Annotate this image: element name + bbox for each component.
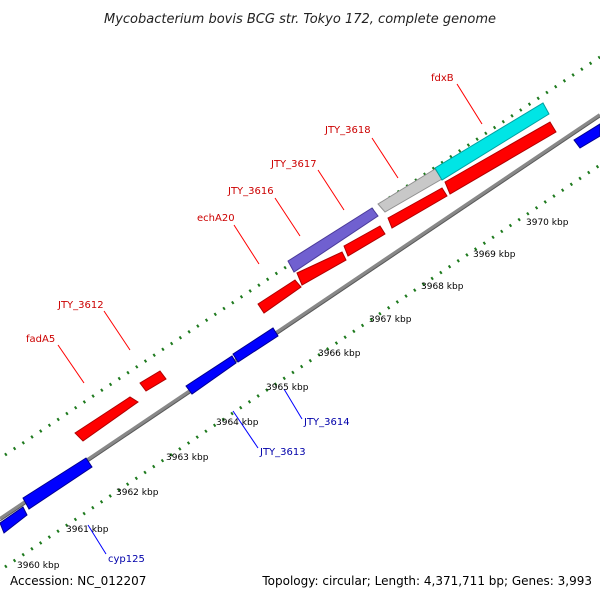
gene-fadA5[interactable]: [74, 396, 139, 442]
tick-3966: 3966 kbp: [318, 349, 361, 359]
gene-echA20[interactable]: [257, 279, 302, 314]
gene-cyp125[interactable]: [22, 457, 93, 510]
label-echA20: echA20: [197, 213, 235, 224]
label-JTY_3612: JTY_3612: [57, 300, 104, 311]
gene-JTY_3618[interactable]: [387, 187, 448, 229]
label-JTY_3617: JTY_3617: [270, 159, 317, 170]
leader-JTY_3612: [103, 310, 131, 351]
feature-cyan[interactable]: [434, 102, 550, 181]
gene-JTY_3612[interactable]: [139, 370, 167, 392]
leader-fdxB: [456, 83, 483, 125]
leader-JTY_3614: [283, 388, 303, 420]
tick-3965: 3965 kbp: [266, 383, 309, 393]
leader-JTY_3618: [371, 137, 399, 179]
forward-genes: [74, 102, 557, 442]
leader-cyp125: [87, 524, 107, 555]
feature-purple[interactable]: [287, 207, 379, 273]
tick-3969: 3969 kbp: [473, 250, 516, 260]
label-JTY_3614: JTY_3614: [303, 417, 350, 428]
tick-3960: 3960 kbp: [17, 561, 60, 571]
backbone-line: [0, 113, 600, 521]
leader-fadA5: [57, 344, 85, 384]
label-JTY_3613: JTY_3613: [259, 447, 306, 458]
gene-JTY_3613[interactable]: [185, 355, 237, 395]
leader-JTY_3613: [232, 410, 259, 449]
label-JTY_3618: JTY_3618: [324, 125, 371, 136]
accession-text: Accession: NC_012207: [10, 574, 146, 588]
gene-JTY_3617[interactable]: [343, 225, 386, 257]
label-fadA5: fadA5: [26, 334, 55, 345]
label-fdxB: fdxB: [431, 73, 454, 84]
reverse-genes: [0, 123, 600, 534]
backbone-shadow: [0, 116, 600, 522]
gc-track-inner: [4, 163, 600, 569]
label-cyp125: cyp125: [108, 554, 145, 565]
tick-3970: 3970 kbp: [526, 218, 569, 228]
gene-JTY_3614[interactable]: [232, 327, 279, 363]
label-leaders: [57, 83, 483, 555]
tick-3967: 3967 kbp: [369, 315, 412, 325]
leader-JTY_3617: [317, 169, 345, 211]
tick-3964: 3964 kbp: [216, 418, 259, 428]
tick-3963: 3963 kbp: [166, 453, 209, 463]
gene-labels: fdxB JTY_3618 JTY_3617 JTY_3616 echA20 J…: [26, 73, 454, 565]
gene-fdxB[interactable]: [444, 121, 557, 195]
leader-echA20: [233, 224, 260, 265]
gene-reverse-right[interactable]: [573, 123, 600, 149]
label-JTY_3616: JTY_3616: [227, 186, 274, 197]
tick-labels: 3960 kbp 3961 kbp 3962 kbp 3963 kbp 3964…: [17, 218, 569, 571]
map-title: Mycobacterium bovis BCG str. Tokyo 172, …: [104, 12, 496, 27]
tick-3961: 3961 kbp: [66, 525, 109, 535]
gene-reverse-left[interactable]: [0, 506, 28, 534]
gene-JTY_3616[interactable]: [296, 251, 347, 286]
leader-JTY_3616: [274, 197, 301, 237]
topology-text: Topology: circular; Length: 4,371,711 bp…: [261, 574, 592, 588]
tick-3968: 3968 kbp: [421, 282, 464, 292]
tick-3962: 3962 kbp: [116, 488, 159, 498]
genome-backbone: [0, 113, 600, 522]
